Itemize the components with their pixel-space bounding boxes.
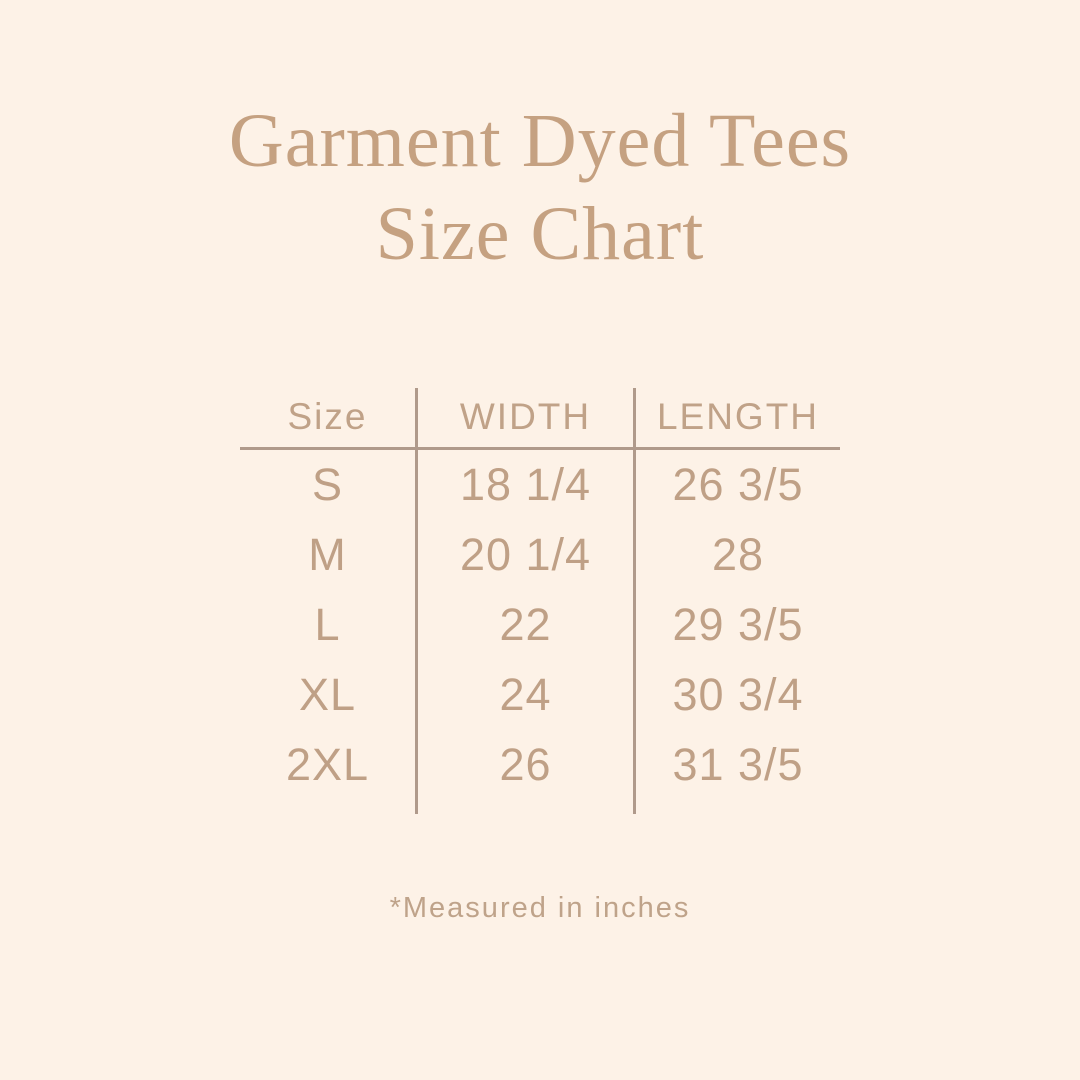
cell-width: 22 [415,589,636,660]
table-body: S 18 1/4 26 3/5 M 20 1/4 28 L 22 29 3/5 … [240,449,840,800]
table-divider-extension [240,799,840,814]
cell-width: 20 1/4 [415,519,636,590]
title-line-1: Garment Dyed Tees [228,99,852,183]
header-width: WIDTH [415,387,636,447]
cell-length: 26 3/5 [672,458,804,510]
table-row: 2XL 26 31 3/5 [240,729,840,800]
table-row: S 18 1/4 26 3/5 [240,449,840,520]
cell-width: 18 1/4 [415,449,636,520]
table-row: L 22 29 3/5 [240,589,840,660]
cell-width: 26 [415,729,636,800]
cell-size: XL [298,668,357,720]
header-length: LENGTH [656,396,820,438]
table-row: XL 24 30 3/4 [240,659,840,730]
cell-length: 29 3/5 [672,598,804,650]
table-header-row: Size WIDTH LENGTH [240,387,840,450]
cell-size: 2XL [285,738,370,790]
title-line-2: Size Chart [375,192,705,277]
cell-length: 31 3/5 [672,738,804,790]
header-size: Size [287,396,368,438]
cell-size: L [314,598,341,650]
page-title: Garment Dyed Tees Size Chart [0,95,1080,282]
cell-length: 30 3/4 [672,668,804,720]
cell-width: 24 [415,659,636,730]
size-table: Size WIDTH LENGTH S 18 1/4 26 3/5 M 20 1… [240,387,840,814]
cell-size: M [308,528,347,580]
table-row: M 20 1/4 28 [240,519,840,590]
cell-size: S [311,458,343,510]
footnote: *Measured in inches [389,891,691,924]
cell-length: 28 [711,528,765,580]
